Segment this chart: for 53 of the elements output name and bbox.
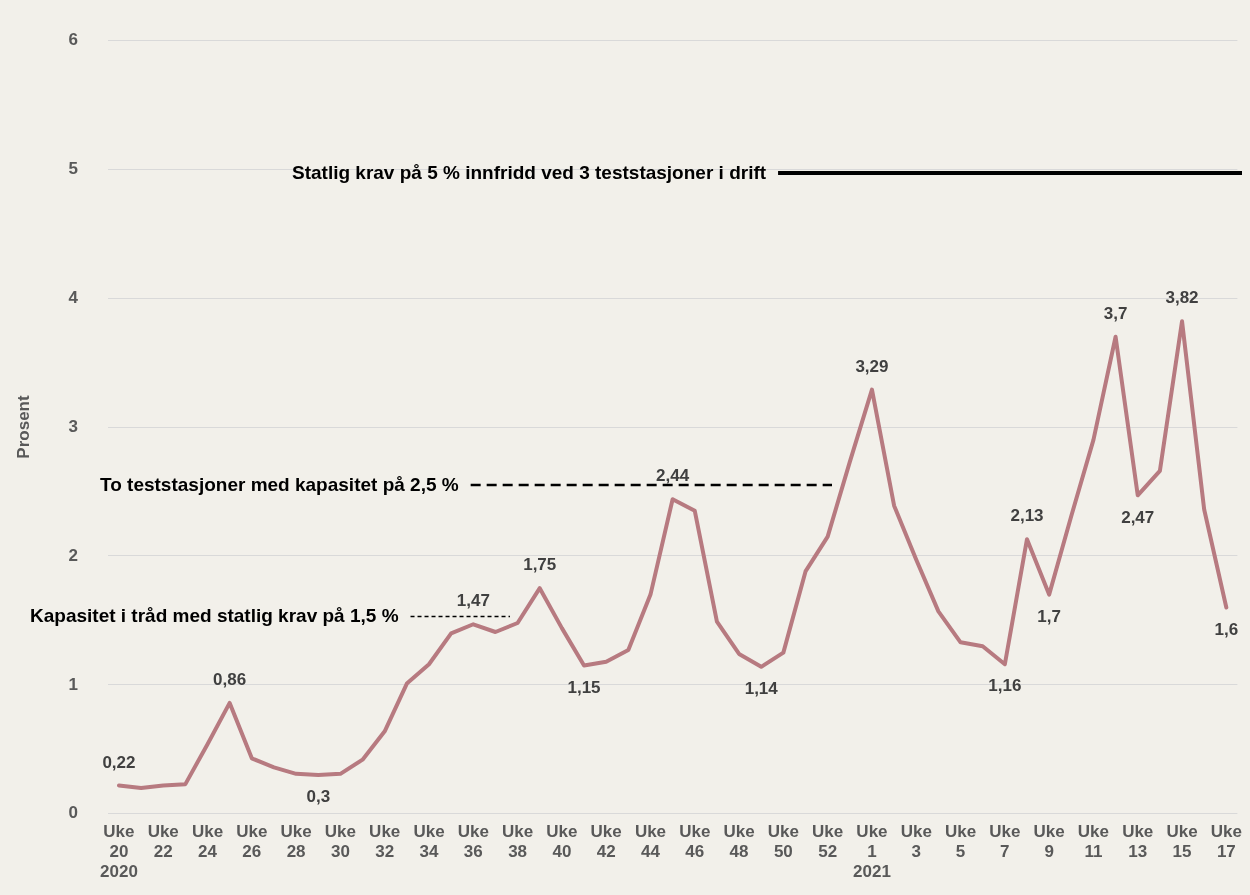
x-tick-label: Uke 44 — [634, 821, 667, 862]
x-tick-label: Uke 26 — [236, 821, 268, 862]
data-label: 0,22 — [102, 752, 136, 772]
data-label: 0,3 — [306, 787, 331, 807]
data-label: 2,44 — [656, 466, 690, 486]
data-label: 2,13 — [1010, 506, 1044, 526]
data-label: 0,86 — [213, 670, 247, 690]
data-label: 3,29 — [855, 356, 889, 376]
x-tick-label: Uke 46 — [679, 821, 711, 862]
x-tick-label: Uke 28 — [280, 821, 312, 862]
x-tick-label: Uke 24 — [191, 821, 224, 862]
x-tick-label: Uke 52 — [812, 821, 844, 862]
x-tick-label: Uke 36 — [457, 821, 489, 862]
ref-line-label: Statlig krav på 5 % innfridd ved 3 teststasjoner i drift — [292, 161, 767, 183]
data-label: 1,15 — [567, 677, 601, 697]
x-tick-label: Uke 30 — [324, 821, 356, 862]
x-tick-label: Uke 9 — [1033, 821, 1065, 862]
y-axis-title: Prosent — [13, 395, 33, 459]
x-tick-label: Uke 38 — [502, 821, 534, 862]
y-tick-label: 0 — [68, 803, 78, 823]
x-tick-label: Uke 5 — [944, 821, 977, 862]
x-tick-label: Uke 22 — [147, 821, 179, 862]
x-tick-label: Uke 40 — [546, 821, 578, 862]
x-tick-label: Uke 15 — [1166, 821, 1198, 862]
data-label: 2,47 — [1121, 507, 1155, 527]
y-tick-label: 4 — [68, 287, 79, 307]
ref-line-label: Kapasitet i tråd med statlig krav på 1,5 % — [30, 605, 399, 627]
y-tick-label: 5 — [68, 158, 78, 178]
data-label: 1,7 — [1037, 606, 1061, 626]
x-tick-label: Uke 34 — [413, 821, 445, 862]
x-tick-label: Uke 3 — [900, 821, 932, 862]
ref-line-label: To teststasjoner med kapasitet på 2,5 % — [100, 473, 459, 495]
x-tick-label: Uke 32 — [369, 821, 401, 862]
x-tick-label: Uke 42 — [590, 821, 622, 862]
data-label: 1,14 — [744, 679, 779, 698]
x-tick-label: Uke 1 2021 — [853, 821, 891, 882]
x-tick-label: Uke 50 — [767, 821, 799, 862]
data-label: 1,75 — [523, 555, 557, 575]
y-tick-label: 6 — [68, 29, 78, 49]
data-label: 1,6 — [1214, 619, 1239, 639]
x-tick-label: Uke 11 — [1077, 821, 1110, 862]
y-tick-label: 3 — [68, 416, 78, 436]
y-tick-label: 1 — [68, 674, 78, 694]
data-label: 3,7 — [1103, 303, 1128, 323]
y-tick-label: 2 — [68, 545, 78, 565]
data-label: 3,82 — [1165, 288, 1199, 308]
data-label: 1,16 — [988, 676, 1022, 696]
data-label: 1,47 — [456, 591, 490, 611]
x-tick-label: Uke 13 — [1122, 821, 1154, 862]
x-tick-label: Uke 7 — [989, 821, 1021, 862]
x-tick-label: Uke 48 — [723, 821, 755, 862]
x-tick-label: Uke 17 — [1210, 821, 1242, 862]
x-tick-label: Uke 20 2020 — [100, 821, 138, 882]
